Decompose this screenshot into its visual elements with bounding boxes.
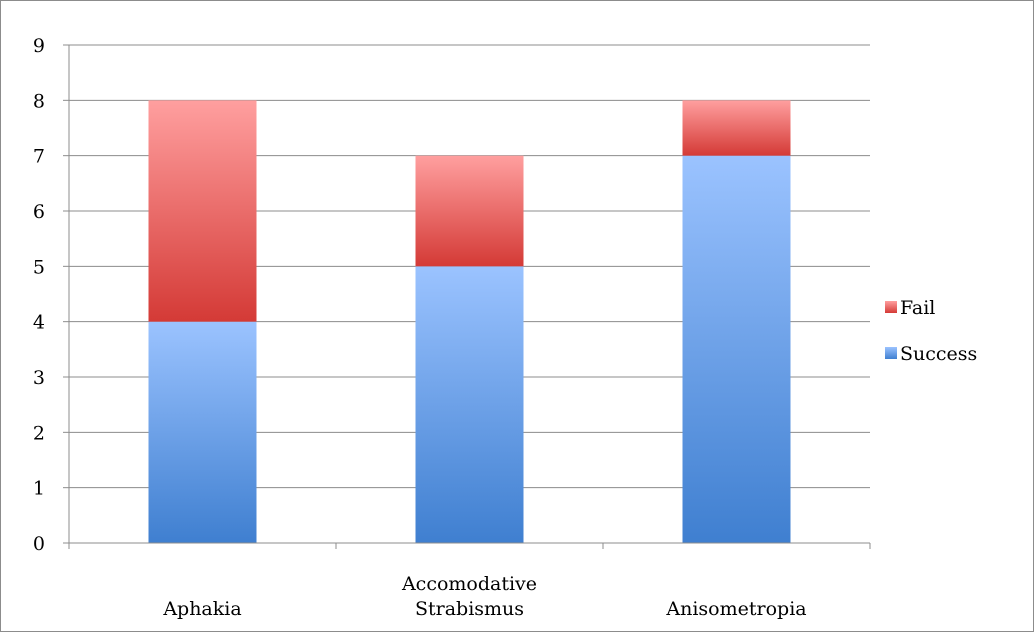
x-axis-category-labels: Aphakia Accomodative Strabismus Anisometrop… (162, 573, 806, 620)
x-category-label: Anisometropia (665, 598, 806, 620)
axes (63, 44, 871, 549)
bar-fail-0 (148, 100, 257, 322)
y-tick-label: 3 (33, 367, 45, 389)
bar-success-0 (148, 321, 257, 543)
x-category-label: Aphakia (162, 598, 241, 620)
y-axis-tick-labels: 0 1 2 3 4 5 6 7 8 9 (33, 35, 45, 555)
legend-label-success: Success (900, 343, 977, 365)
bar-success-2 (682, 155, 791, 543)
y-tick-label: 4 (33, 312, 45, 334)
legend-swatch-success (885, 347, 897, 359)
y-tick-label: 8 (33, 90, 45, 112)
bar-fail-1 (415, 155, 524, 267)
bar-fail-2 (682, 100, 791, 156)
y-tick-label: 6 (33, 201, 45, 223)
legend-label-fail: Fail (900, 297, 935, 319)
y-tick-label: 1 (33, 478, 45, 500)
y-tick-label: 5 (33, 256, 45, 278)
bar-success-1 (415, 266, 524, 543)
bars (148, 100, 791, 543)
y-tick-label: 2 (33, 422, 45, 444)
y-tick-label: 9 (33, 35, 45, 57)
legend-swatch-fail (885, 301, 897, 313)
legend: Fail Success (885, 297, 977, 365)
y-tick-label: 7 (33, 146, 45, 168)
x-category-label: Accomodative Strabismus (401, 573, 537, 620)
y-tick-label: 0 (33, 533, 45, 555)
